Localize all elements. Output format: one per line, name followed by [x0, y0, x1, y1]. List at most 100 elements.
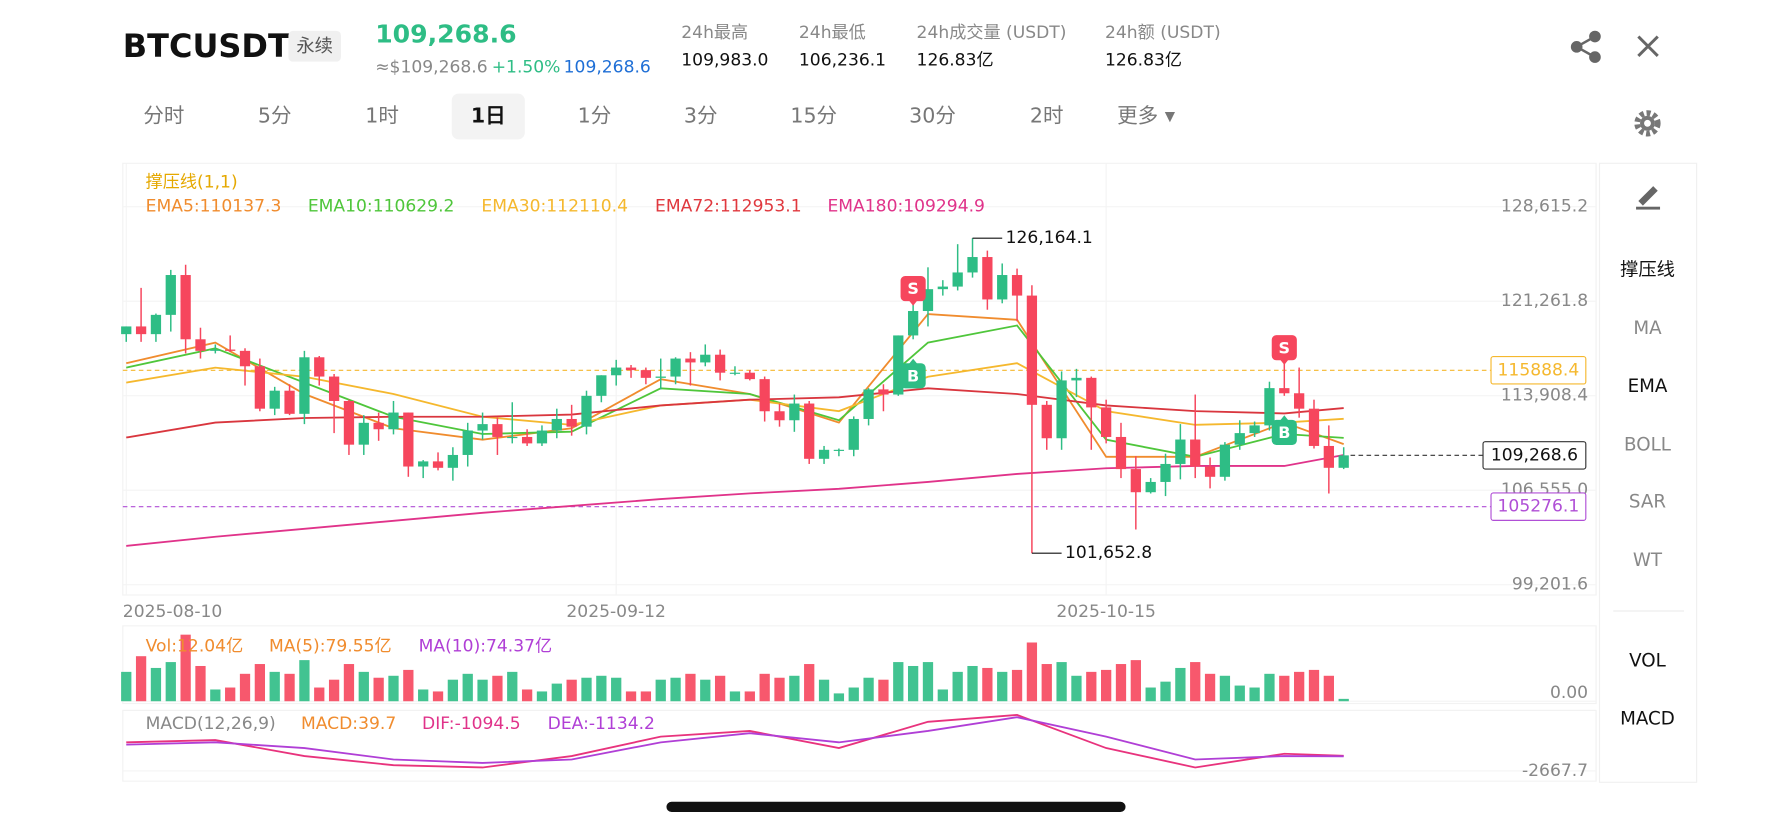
x-tick-label: 2025-10-15	[1056, 602, 1156, 622]
signal-badge	[1271, 419, 1297, 445]
volume-bar	[804, 664, 815, 702]
tab[interactable]: 1时	[365, 103, 399, 127]
y-tick-label: -2667.7	[1522, 761, 1588, 781]
candle-body	[700, 354, 711, 363]
tab[interactable]: 1日	[471, 103, 506, 127]
price-line-label: 105276.1	[1498, 497, 1580, 517]
volume-bar	[863, 677, 874, 702]
candle-body	[358, 422, 369, 445]
tab[interactable]: 3分	[684, 103, 718, 127]
legend-entry: MA(5):79.55亿	[269, 636, 392, 656]
legend-entry: 撑压线(1,1)	[146, 173, 238, 193]
candle-body	[1175, 439, 1186, 464]
volume-bar	[714, 675, 726, 702]
candle-body	[314, 357, 325, 377]
legend-entry: EMA30:112110.4	[481, 197, 628, 217]
candle-body	[893, 335, 904, 395]
candle-body	[165, 275, 176, 315]
candle-body	[1308, 408, 1320, 446]
signal-badge	[900, 276, 926, 302]
volume-bar	[1160, 681, 1171, 702]
candle-body	[907, 311, 919, 336]
macd-panel	[122, 709, 1597, 782]
volume-bar	[700, 679, 711, 702]
volume-bar	[982, 667, 993, 702]
volume-bar	[165, 662, 176, 702]
share-icon[interactable]	[1570, 30, 1601, 63]
indicator[interactable]: EMA	[1628, 376, 1668, 397]
signal-pointer	[908, 358, 918, 365]
volume-bar	[314, 687, 325, 702]
indicator[interactable]: MA	[1633, 318, 1662, 339]
contract-chip	[288, 30, 341, 62]
volume-bar	[1323, 675, 1334, 702]
change: +1.50%	[492, 57, 561, 77]
stat-value: 109,983.0	[681, 51, 768, 71]
mark-price: 109,268.6	[564, 57, 651, 77]
candle-body	[670, 358, 681, 377]
candle-body	[982, 257, 993, 300]
candle-body	[269, 390, 280, 409]
candle-body	[581, 395, 592, 427]
stat-label: 24h额 (USDT)	[1105, 23, 1221, 43]
signal-badge	[900, 363, 926, 389]
legend-entry: MA(10):74.37亿	[419, 636, 553, 656]
volume-bar	[818, 679, 830, 702]
stat-label: 24h成交量 (USDT)	[917, 23, 1067, 43]
candle-body	[1219, 444, 1231, 477]
tab[interactable]: 5分	[258, 103, 292, 127]
candle-body	[848, 418, 859, 450]
price-line-box	[1490, 492, 1587, 521]
candle-body	[432, 461, 444, 468]
y-tick-label: 99,201.6	[1512, 575, 1588, 595]
tab[interactable]: 1分	[578, 103, 612, 127]
volume-bar	[581, 677, 592, 702]
candle-body	[1026, 295, 1038, 405]
tab[interactable]: 更多 ▾	[1117, 103, 1176, 127]
volume-bar	[239, 673, 251, 702]
legend-entry: EMA180:109294.9	[827, 197, 984, 217]
price-line-label: 115888.4	[1498, 360, 1580, 380]
tab[interactable]: 2时	[1030, 103, 1064, 127]
tab[interactable]: 15分	[790, 103, 837, 127]
tab[interactable]: 30分	[909, 103, 956, 127]
candle-body	[566, 418, 577, 427]
signal-pointer	[908, 300, 918, 306]
volume-bar	[625, 691, 637, 702]
volume-panel	[122, 625, 1597, 705]
volume-bar	[1249, 687, 1260, 702]
candle-body	[135, 326, 147, 335]
annotation: 126,164.1	[1006, 228, 1093, 248]
volume-bar	[655, 679, 666, 702]
volume-bar	[225, 687, 236, 702]
indicator[interactable]: 撑压线	[1620, 260, 1675, 281]
x-tick-label: 2025-09-12	[566, 602, 666, 622]
indicator[interactable]: SAR	[1629, 492, 1666, 513]
candle-body	[536, 430, 548, 444]
close-icon[interactable]	[1637, 35, 1659, 58]
indicator[interactable]: VOL	[1629, 650, 1667, 671]
volume-bar	[952, 671, 963, 702]
volume-bar	[1026, 642, 1038, 702]
volume-bar	[789, 675, 800, 702]
volume-bar	[848, 687, 859, 702]
signal-label: S	[1279, 338, 1291, 357]
candle-body	[997, 275, 1008, 300]
legend-entry: EMA10:110629.2	[308, 197, 455, 217]
candle-body	[759, 379, 770, 412]
candle-body	[180, 275, 191, 340]
settings-icon[interactable]	[1634, 110, 1661, 137]
price: 109,268.6	[375, 19, 516, 48]
price-panel	[122, 162, 1597, 596]
tab[interactable]: 分时	[143, 103, 184, 127]
candle-body	[521, 436, 533, 444]
candle-body	[1011, 275, 1023, 296]
volume-bar	[1101, 669, 1112, 702]
candle-body	[625, 367, 637, 371]
indicator[interactable]: BOLL	[1624, 434, 1672, 455]
indicator[interactable]: WT	[1633, 550, 1663, 571]
draw-icon[interactable]	[1636, 186, 1661, 210]
volume-bar	[670, 677, 681, 702]
indicator[interactable]: MACD	[1620, 709, 1675, 730]
stat-label: 24h最低	[799, 23, 866, 43]
